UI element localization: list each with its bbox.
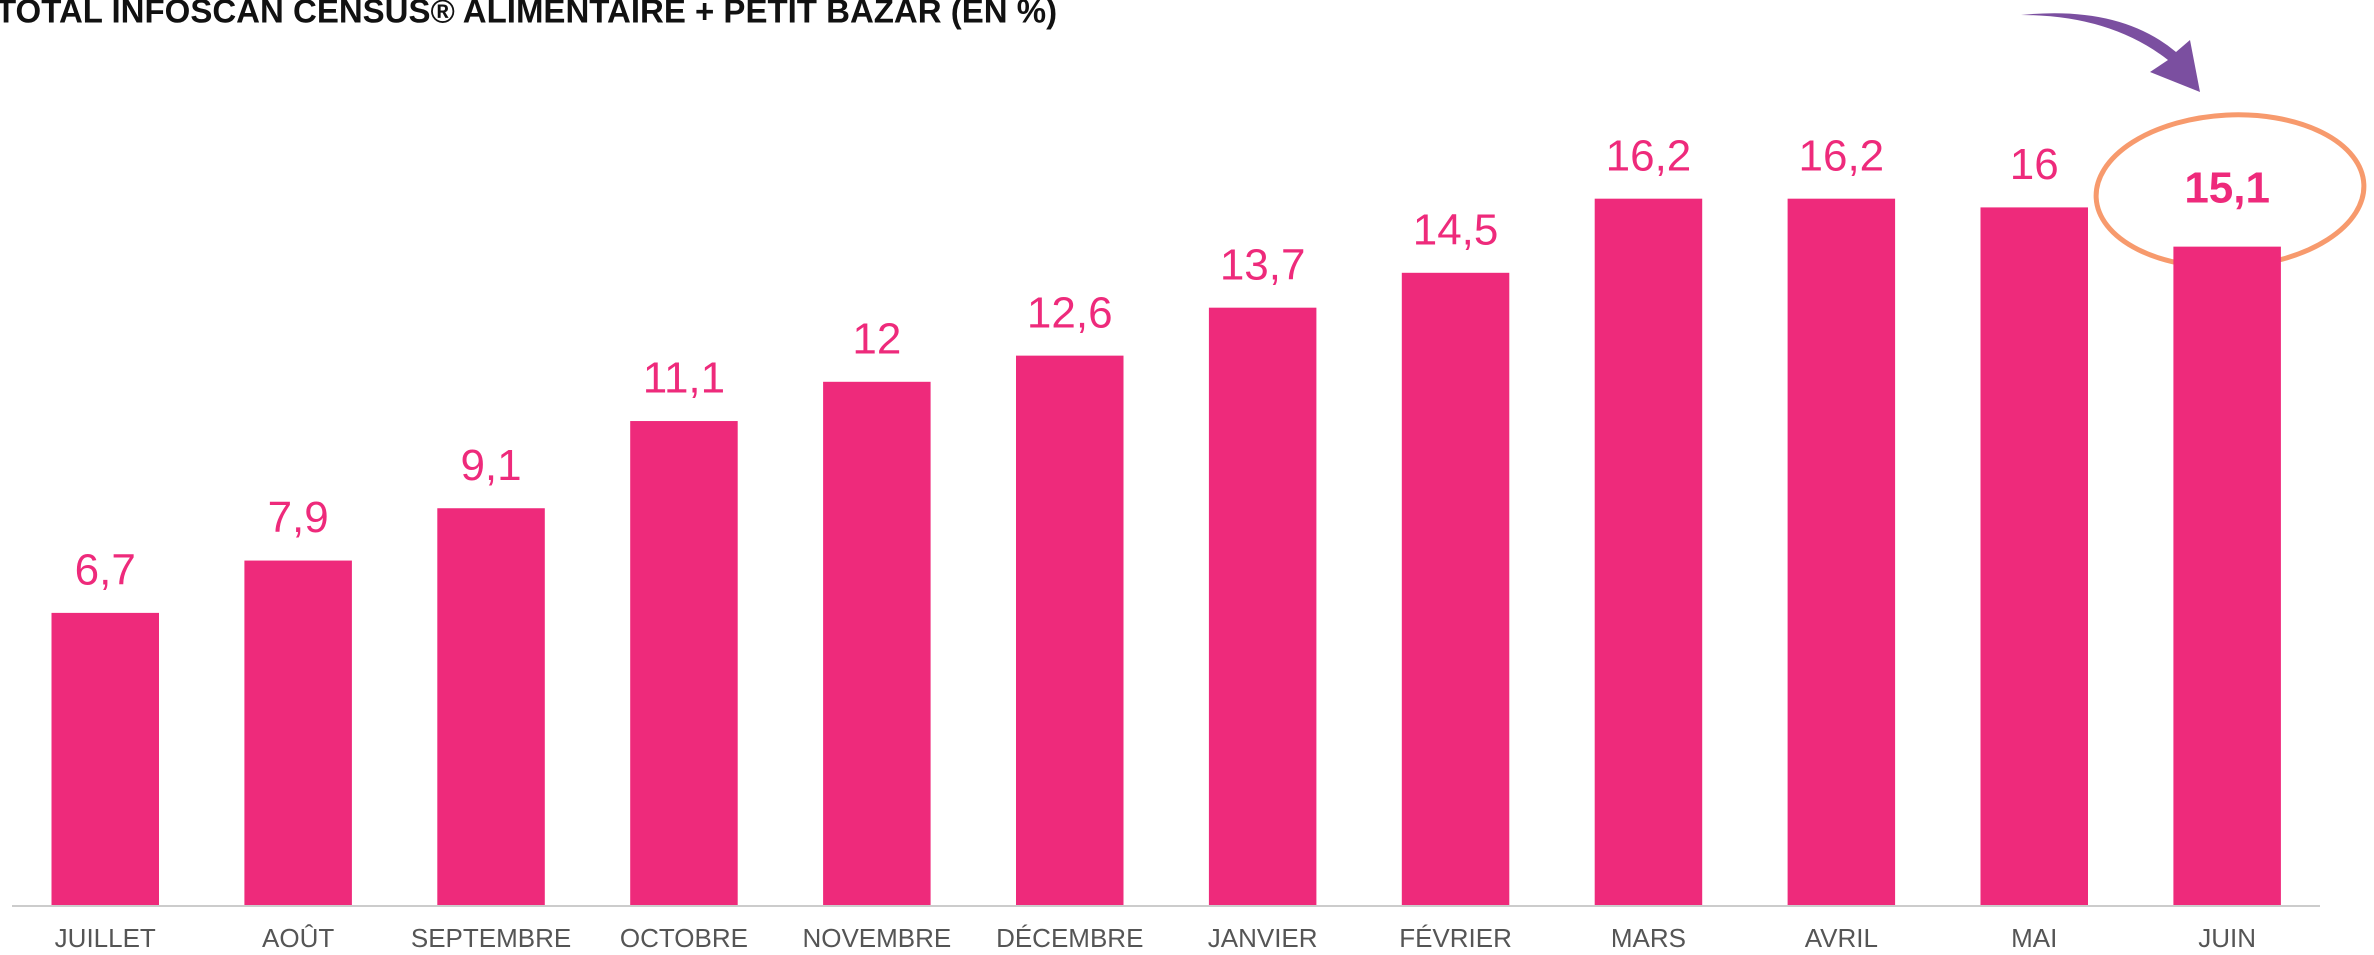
bar [1208, 307, 1317, 905]
bar [1401, 272, 1510, 905]
x-tick-label: JUILLET [55, 923, 156, 953]
value-label: 12,6 [1027, 288, 1113, 337]
x-tick-label: MAI [2011, 923, 2057, 953]
value-label: 14,5 [1413, 205, 1499, 254]
bar [244, 560, 352, 905]
bar [1787, 198, 1896, 905]
bar [1016, 355, 1124, 905]
x-tick-label: FÉVRIER [1399, 923, 1512, 953]
x-tick-label: AVRIL [1805, 923, 1878, 953]
value-label: 11,1 [643, 354, 725, 403]
x-tick-label: DÉCEMBRE [996, 923, 1143, 953]
bar [2173, 246, 2281, 905]
x-tick-label: AOÛT [262, 923, 334, 953]
x-tick-label: NOVEMBRE [802, 923, 951, 953]
value-label: 16,2 [1606, 131, 1692, 180]
x-tick-label: SEPTEMBRE [411, 923, 571, 953]
x-tick-label: OCTOBRE [620, 923, 748, 953]
bar [823, 381, 931, 905]
bar [1594, 198, 1703, 905]
value-label: 15,1 [2184, 163, 2270, 212]
value-label: 13,7 [1220, 240, 1306, 289]
bar [1980, 207, 2088, 905]
bar [630, 421, 738, 905]
bar [437, 508, 545, 905]
bar [51, 612, 159, 905]
x-tick-label: MARS [1611, 923, 1686, 953]
value-label: 16 [2010, 140, 2059, 189]
x-tick-label: JANVIER [1208, 923, 1318, 953]
value-label: 7,9 [268, 493, 329, 542]
value-label: 12 [852, 314, 901, 363]
value-label: 6,7 [75, 546, 136, 595]
value-label: 16,2 [1799, 131, 1885, 180]
chart-title: TOTAL INFOSCAN CENSUS® ALIMENTAIRE + PET… [0, 0, 1057, 30]
value-label: 9,1 [460, 441, 521, 490]
arrow [2021, 13, 2200, 92]
x-tick-label: JUIN [2198, 923, 2256, 953]
